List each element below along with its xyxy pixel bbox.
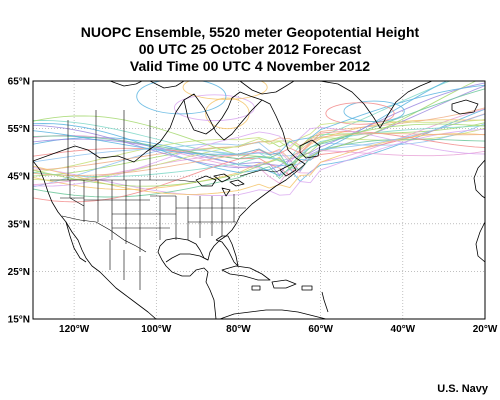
longitude-label: 100°W xyxy=(141,324,172,335)
greenland xyxy=(319,81,433,129)
iberia xyxy=(473,159,485,199)
us-state-lines xyxy=(60,180,246,252)
west-coast xyxy=(33,160,157,319)
ensemble-member-contour xyxy=(33,123,485,187)
credit-text: U.S. Navy xyxy=(437,383,488,395)
lesser-antilles xyxy=(321,291,329,313)
arctic-islands xyxy=(109,81,185,89)
map-content xyxy=(33,81,485,319)
ensemble-member-contour xyxy=(33,127,485,187)
latitude-label: 35°N xyxy=(8,219,30,230)
puerto-rico xyxy=(301,285,313,291)
longitude-label: 60°W xyxy=(308,324,333,335)
canada-province-lines xyxy=(67,110,151,180)
title-line-1: NUOPC Ensemble, 5520 meter Geopotential … xyxy=(80,24,420,40)
latitude-label: 65°N xyxy=(8,77,30,88)
baja-peninsula xyxy=(65,221,87,263)
title-line-2: 00 UTC 25 October 2012 Forecast xyxy=(138,41,362,57)
ensemble-member-contour xyxy=(33,85,485,173)
gulf-coast xyxy=(165,253,209,263)
ensemble-member-contour xyxy=(33,113,485,167)
coastlines xyxy=(33,81,485,319)
mexico-state-lines xyxy=(109,240,141,290)
ensemble-closed-contour xyxy=(325,102,395,125)
ensemble-member-contour xyxy=(33,119,485,190)
south-america-coast xyxy=(219,309,327,319)
newfoundland xyxy=(299,139,321,159)
nova-scotia xyxy=(279,163,297,177)
ensemble-member-contour xyxy=(33,82,485,176)
us-mexico-border xyxy=(61,215,147,253)
ensemble-member-contour xyxy=(33,125,485,178)
longitude-labels: 120°W 100°W 80°W 60°W 40°W 20°W xyxy=(59,324,498,335)
ensemble-closed-contour xyxy=(136,81,227,115)
hudson-bay xyxy=(183,91,263,135)
ensemble-closed-contour xyxy=(182,81,268,100)
hispaniola xyxy=(271,279,297,289)
ensemble-member-contour xyxy=(33,81,448,173)
ensemble-closed-contour xyxy=(343,100,405,123)
longitude-label: 40°W xyxy=(391,324,416,335)
latitude-label: 25°N xyxy=(8,267,30,278)
latitude-label: 55°N xyxy=(8,124,30,135)
baffin-island xyxy=(239,81,295,95)
title-block: NUOPC Ensemble, 5520 meter Geopotential … xyxy=(0,24,500,75)
latitude-label: 15°N xyxy=(8,315,30,326)
latitude-labels: 65°N 55°N 45°N 35°N 25°N 15°N xyxy=(8,77,30,326)
ensemble-member-contour xyxy=(33,128,485,196)
title-line-3: Valid Time 00 UTC 4 November 2012 xyxy=(129,58,371,74)
florida xyxy=(215,235,239,267)
ensemble-member-contour xyxy=(33,131,485,203)
africa-corner xyxy=(475,221,485,263)
ensemble-member-contour xyxy=(33,108,485,184)
political-borders xyxy=(50,110,281,290)
great-lakes xyxy=(195,173,245,197)
ensemble-member-contour xyxy=(33,84,485,156)
jamaica xyxy=(251,285,261,291)
longitude-label: 120°W xyxy=(59,324,90,335)
north-america-coast xyxy=(33,93,306,319)
ensemble-member-contour xyxy=(33,88,485,171)
map-frame xyxy=(32,80,486,320)
ensemble-contours xyxy=(33,81,485,203)
latitude-label: 45°N xyxy=(8,172,30,183)
iceland xyxy=(451,99,479,115)
longitude-label: 20°W xyxy=(473,324,498,335)
ensemble-member-contour xyxy=(33,119,485,181)
cuba xyxy=(221,265,271,281)
longitude-label: 80°W xyxy=(226,324,251,335)
